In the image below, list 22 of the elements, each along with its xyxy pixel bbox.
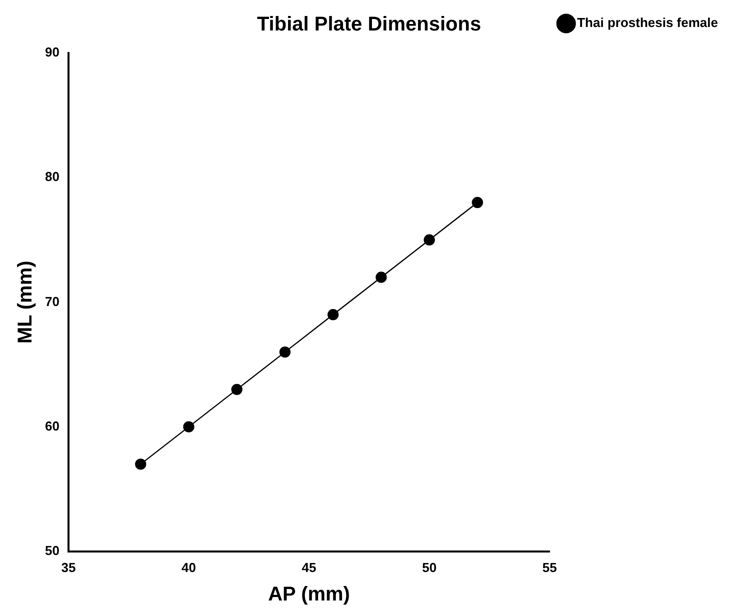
point bbox=[183, 421, 194, 432]
x-tick-label: 45 bbox=[302, 560, 316, 575]
x-tick-label: 40 bbox=[182, 560, 196, 575]
chart-title: Tibial Plate Dimensions bbox=[256, 14, 482, 36]
y-tick-label: 60 bbox=[44, 418, 60, 434]
y-tick-label: 70 bbox=[44, 294, 60, 309]
point bbox=[231, 384, 242, 396]
x-tick-label: 50 bbox=[422, 560, 437, 575]
point bbox=[472, 196, 484, 208]
y-tick-label: 90 bbox=[44, 44, 60, 60]
point bbox=[424, 234, 435, 246]
x-tick-label: 55 bbox=[542, 560, 557, 575]
point bbox=[328, 309, 339, 320]
point bbox=[279, 346, 291, 358]
y-axis-title: ML (mm) bbox=[14, 260, 37, 344]
legend-label: Thai prosthesis female bbox=[577, 15, 718, 30]
point bbox=[376, 272, 387, 283]
y-tick-label: 50 bbox=[44, 542, 60, 558]
point bbox=[135, 458, 146, 470]
y-tick-label: 80 bbox=[44, 169, 60, 184]
x-axis-title: AP (mm) bbox=[268, 584, 350, 606]
x-tick-label: 35 bbox=[61, 560, 76, 575]
